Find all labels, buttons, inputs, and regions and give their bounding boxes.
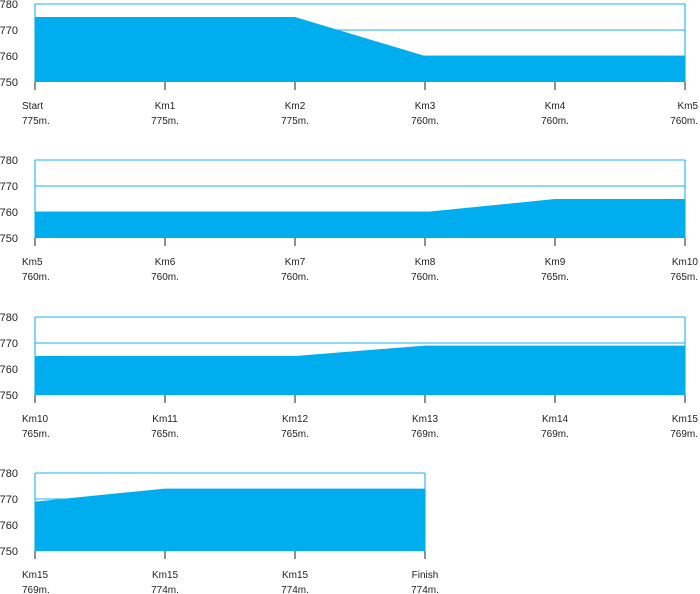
panel-2: 780 770 760 750 Km5 760m. Km6 760m. Km7 760m. Km8 7… (0, 155, 698, 283)
x-category-label: Km1 (155, 101, 176, 112)
y-tick-label: 760 (0, 207, 18, 219)
elevation-value-label: 760m. (411, 116, 439, 127)
x-category-label: Km15 (282, 570, 309, 581)
x-category-label: Km8 (415, 257, 436, 268)
elevation-area (35, 17, 685, 82)
elevation-area (35, 345, 685, 395)
elevation-value-label: 774m. (411, 585, 439, 594)
elevation-value-label: 765m. (151, 429, 179, 440)
elevation-value-label: 774m. (281, 585, 309, 594)
elevation-value-label: 760m. (670, 116, 698, 127)
x-category-label: Km15 (22, 570, 49, 581)
elevation-value-label: 774m. (151, 585, 179, 594)
y-tick-label: 760 (0, 364, 18, 376)
y-tick-label: 750 (0, 233, 18, 245)
y-tick-label: 770 (0, 25, 18, 37)
elevation-value-label: 775m. (22, 116, 50, 127)
elevation-area (35, 488, 425, 551)
elevation-value-label: 769m. (670, 429, 698, 440)
x-category-label: Km12 (282, 414, 309, 425)
y-tick-label: 780 (0, 0, 18, 11)
x-category-label: Km4 (545, 101, 566, 112)
y-tick-label: 780 (0, 312, 18, 324)
x-category-label: Km13 (412, 414, 439, 425)
elevation-area (35, 199, 685, 238)
x-category-label: Start (22, 101, 43, 112)
x-category-label: Km9 (545, 257, 566, 268)
x-category-label: Km5 (22, 257, 43, 268)
elevation-value-label: 765m. (541, 272, 569, 283)
y-tick-label: 770 (0, 181, 18, 193)
elevation-value-label: 760m. (22, 272, 50, 283)
x-category-label: Km15 (152, 570, 179, 581)
x-category-label: Km7 (285, 257, 306, 268)
elevation-value-label: 760m. (151, 272, 179, 283)
elevation-value-label: 760m. (281, 272, 309, 283)
panel-4: 780 770 760 750 Km15 769m. Km15 774m. Km15 774m. F… (0, 468, 439, 594)
elevation-value-label: 775m. (281, 116, 309, 127)
y-tick-label: 780 (0, 155, 18, 167)
y-tick-label: 750 (0, 390, 18, 402)
y-tick-label: 760 (0, 520, 18, 532)
elevation-value-label: 765m. (281, 429, 309, 440)
elevation-value-label: 775m. (151, 116, 179, 127)
x-category-label: Km11 (152, 414, 178, 425)
y-tick-label: 750 (0, 77, 18, 89)
elevation-value-label: 760m. (541, 116, 569, 127)
elevation-value-label: 769m. (411, 429, 439, 440)
y-tick-label: 760 (0, 51, 18, 63)
x-category-label: Km14 (542, 414, 569, 425)
y-tick-label: 770 (0, 494, 18, 506)
y-tick-label: 780 (0, 468, 18, 480)
x-category-label: Km6 (155, 257, 176, 268)
x-category-label: Finish (412, 570, 439, 581)
elevation-value-label: 769m. (541, 429, 569, 440)
x-category-label: Km3 (415, 101, 436, 112)
elevation-value-label: 765m. (22, 429, 50, 440)
y-tick-label: 770 (0, 338, 18, 350)
elevation-value-label: 760m. (411, 272, 439, 283)
x-category-label: Km10 (672, 257, 699, 268)
x-category-label: Km10 (22, 414, 49, 425)
elevation-value-label: 765m. (670, 272, 698, 283)
x-category-label: Km15 (672, 414, 699, 425)
elevation-value-label: 769m. (22, 585, 50, 594)
x-category-label: Km5 (677, 101, 698, 112)
panel-3: 780 770 760 750 Km10 765m. Km11 765m. Km12 765m. K… (0, 312, 698, 440)
y-tick-label: 750 (0, 546, 18, 558)
x-category-label: Km2 (285, 101, 306, 112)
panel-1: 780 770 760 750 Start 775m. Km1 775m. Km2 775m. Km… (0, 0, 698, 127)
